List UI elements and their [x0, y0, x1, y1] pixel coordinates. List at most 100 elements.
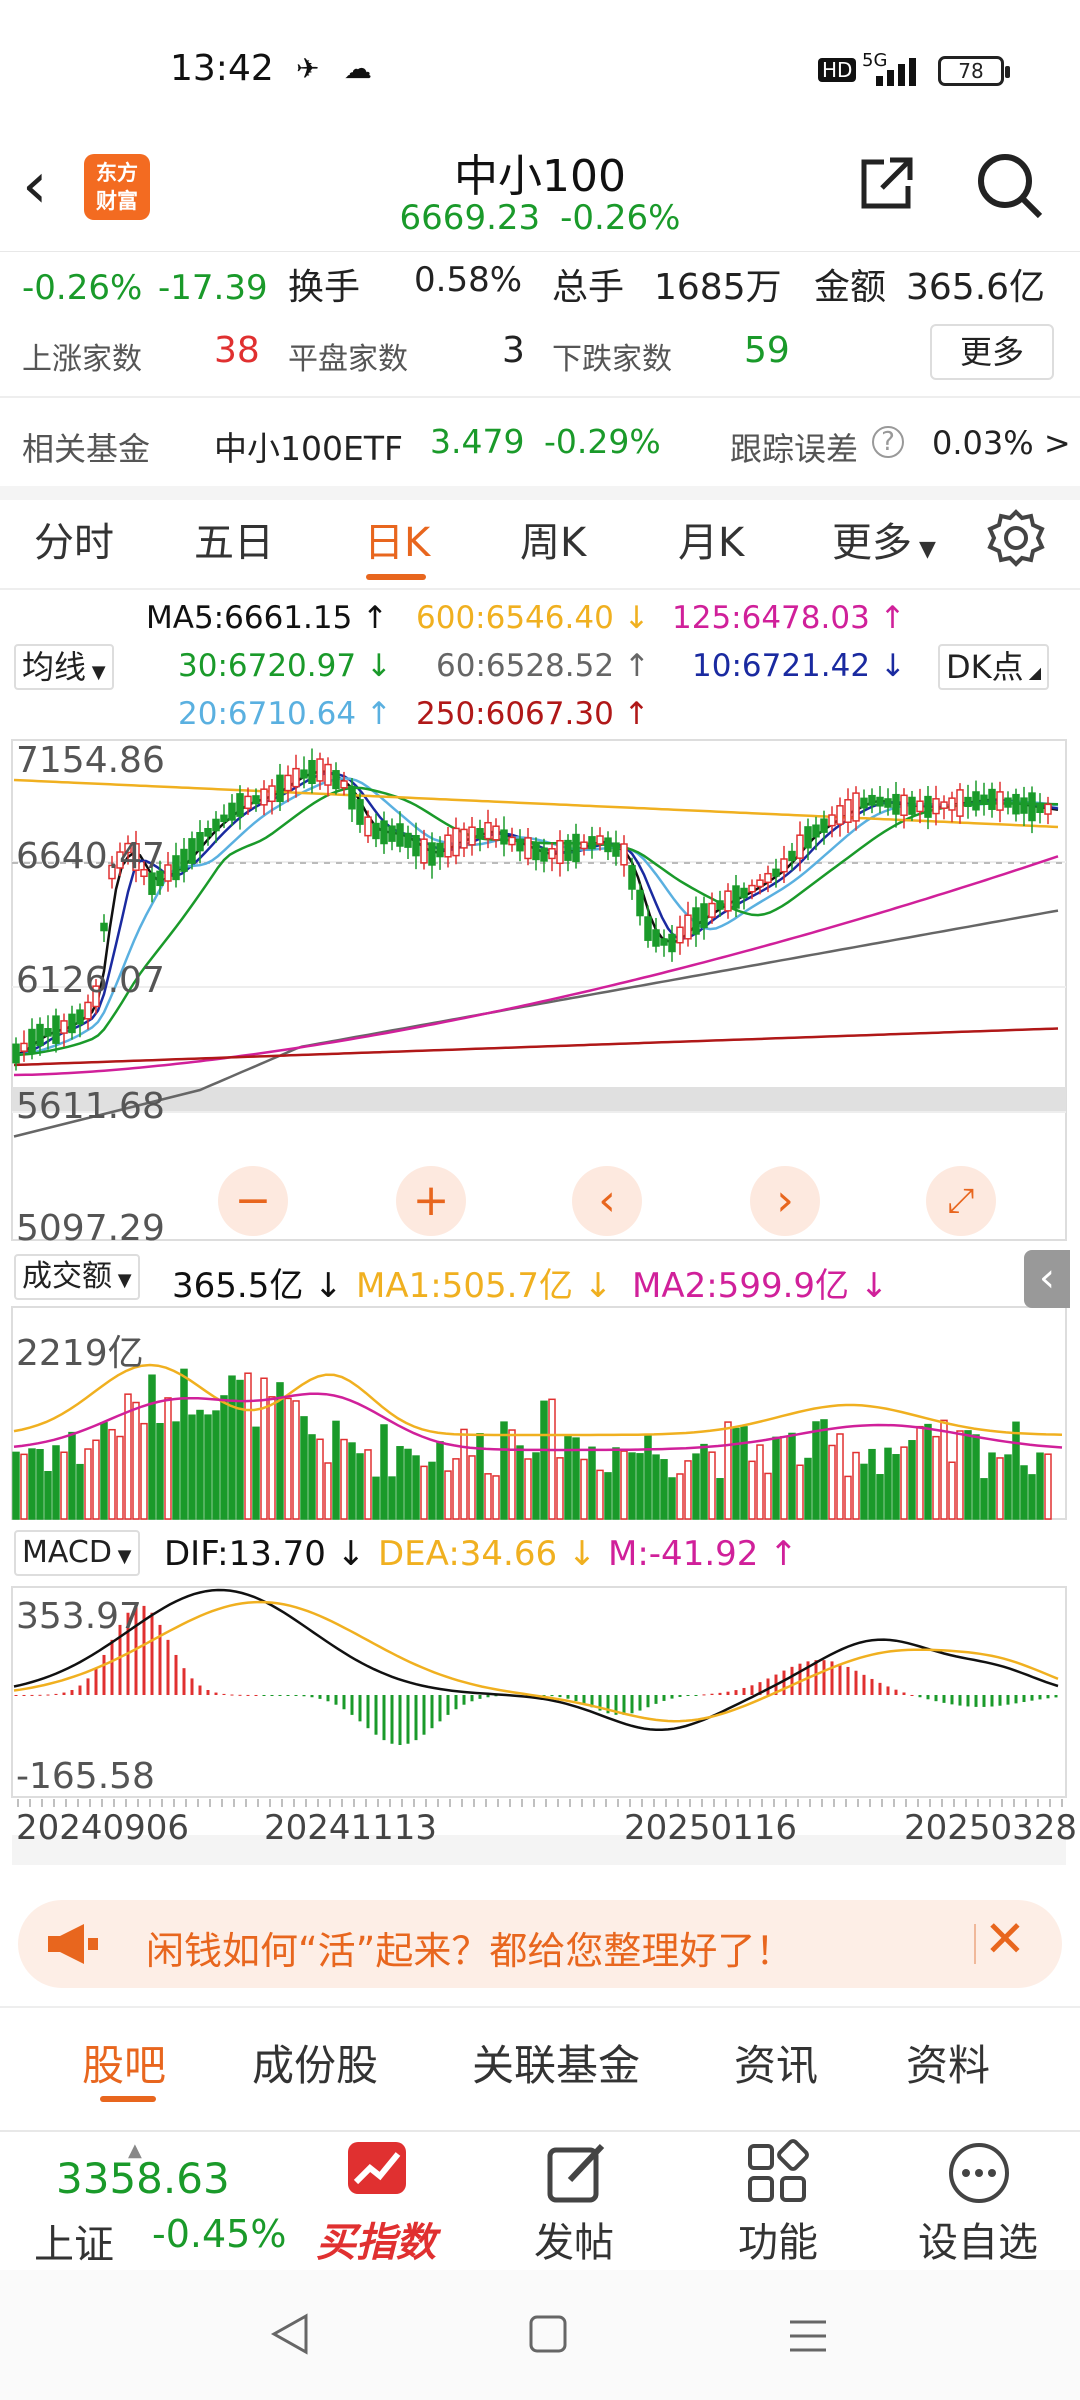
macd-bar [102, 1654, 106, 1695]
post-label[interactable]: 发帖 [534, 2220, 614, 2266]
eastmoney-logo[interactable]: 东方 财富 [84, 154, 150, 220]
volume-value: 1685万 [654, 267, 782, 308]
volume-bar [660, 1459, 668, 1520]
zoom-in-button[interactable]: + [396, 1166, 466, 1236]
candle [716, 900, 724, 910]
candle [644, 916, 652, 941]
volume-bar [964, 1430, 972, 1520]
gear-icon[interactable] [986, 508, 1046, 568]
volume-bar [604, 1472, 612, 1520]
volume-bar [420, 1465, 428, 1520]
tab-five-day[interactable]: 五日 [194, 520, 274, 566]
tab-forum[interactable]: 股吧 [82, 2041, 167, 2090]
volume-bar [884, 1447, 892, 1520]
candle [132, 843, 140, 871]
macd-bar [918, 1695, 922, 1698]
index-value[interactable]: 3358.63 [56, 2154, 230, 2203]
buy-index-icon[interactable] [342, 2138, 412, 2208]
zoom-out-button[interactable]: − [218, 1166, 288, 1236]
tab-profile[interactable]: 资料 [906, 2041, 991, 2090]
macd-bar [926, 1695, 930, 1700]
volume-selector[interactable]: 成交额 ▼ [14, 1254, 140, 1300]
candle [396, 823, 404, 847]
candle [364, 816, 372, 837]
candle [428, 842, 436, 866]
volume-bar [148, 1374, 156, 1520]
candle [996, 791, 1004, 811]
volume-bar [316, 1438, 324, 1520]
stat-pct: -0.26% [22, 268, 143, 308]
share-icon[interactable] [856, 154, 916, 214]
date-ticks [17, 1799, 1063, 1807]
tab-intraday[interactable]: 分时 [34, 520, 114, 566]
more-dots-icon[interactable] [944, 2138, 1014, 2208]
candle [828, 814, 836, 827]
watchlist-label[interactable]: 设自选 [918, 2220, 1038, 2266]
tracking-value[interactable]: 0.03% > [932, 424, 1071, 462]
ma-selector[interactable]: 均线 ▼ [14, 644, 114, 690]
nav-back-icon[interactable] [268, 2312, 312, 2356]
turnover-label: 换手 [288, 267, 361, 308]
scroll-right-button[interactable]: › [750, 1166, 820, 1236]
side-panel-toggle[interactable]: ‹ [1024, 1250, 1070, 1308]
volume-bar [628, 1452, 636, 1520]
grid-icon[interactable] [742, 2138, 812, 2208]
macd-bar [478, 1695, 482, 1699]
tab-weekly-k[interactable]: 周K [520, 520, 587, 566]
volume-bar [820, 1419, 828, 1520]
macd-bar [878, 1682, 882, 1695]
fullscreen-button[interactable]: ⤢ [926, 1166, 996, 1236]
status-bar: 13:42 ✈ ☁ HD 5G 78 [0, 0, 1080, 140]
macd-bar [382, 1695, 386, 1741]
macd-selector-label: MACD [22, 1535, 112, 1570]
close-icon[interactable]: ✕ [984, 1910, 1026, 1968]
macd-bar [1038, 1695, 1042, 1700]
macd-bar [374, 1695, 378, 1735]
nav-menu-icon[interactable] [786, 2316, 830, 2356]
volume-bar [596, 1469, 604, 1520]
macd-bar [54, 1693, 58, 1695]
function-label[interactable]: 功能 [738, 2220, 818, 2266]
volume-bar [524, 1458, 532, 1520]
index-name[interactable]: 上证 [34, 2222, 114, 2268]
tab-constituents[interactable]: 成份股 [252, 2041, 379, 2090]
macd-selector[interactable]: MACD ▼ [14, 1530, 140, 1576]
more-stats-button[interactable]: 更多 [930, 324, 1054, 380]
scroll-left-button[interactable]: ‹ [572, 1166, 642, 1236]
date-label: 20250328 [904, 1808, 1078, 1848]
volume-bar [108, 1428, 116, 1520]
volume-bar [764, 1472, 772, 1520]
tab-daily-k[interactable]: 日K [364, 520, 431, 566]
dk-point-button[interactable]: DK点 ◢ [938, 644, 1050, 690]
tab-monthly-k[interactable]: 月K [678, 520, 745, 566]
volume-bar [236, 1379, 244, 1520]
megaphone-icon [48, 1924, 98, 1964]
down-count-value: 59 [744, 330, 790, 371]
volume-bar [844, 1475, 852, 1520]
tab-news[interactable]: 资讯 [734, 2041, 819, 2090]
ma60-value: 60:6528.52 ↑ [436, 648, 650, 684]
volume-bar [140, 1422, 148, 1520]
ma30-value: 30:6720.97 ↓ [178, 648, 392, 684]
promo-banner[interactable]: 闲钱如何“活”起来？都给您整理好了！ ✕ [18, 1900, 1062, 1988]
volume-ma-lines [13, 1363, 1063, 1452]
kline-chart[interactable] [0, 735, 1080, 1875]
nav-home-icon[interactable] [528, 2314, 568, 2354]
macd-bar [326, 1695, 330, 1702]
candle [84, 1001, 92, 1020]
back-button[interactable]: ‹ [22, 149, 48, 223]
fund-name[interactable]: 中小100ETF [214, 429, 403, 468]
macd-bar [206, 1689, 210, 1695]
tab-more[interactable]: 更多 ▼ [832, 510, 936, 568]
tab-related-funds[interactable]: 关联基金 [472, 2041, 641, 2090]
macd-bar [302, 1695, 306, 1697]
candle [356, 799, 364, 825]
search-icon[interactable] [974, 150, 1044, 220]
macd-bar [278, 1695, 282, 1696]
macd-bar [966, 1695, 970, 1707]
help-icon[interactable]: ? [872, 426, 904, 458]
buy-index-label[interactable]: 买指数 [316, 2220, 436, 2266]
macd-bar [470, 1695, 474, 1702]
candle [252, 795, 260, 805]
edit-icon[interactable] [542, 2138, 612, 2208]
